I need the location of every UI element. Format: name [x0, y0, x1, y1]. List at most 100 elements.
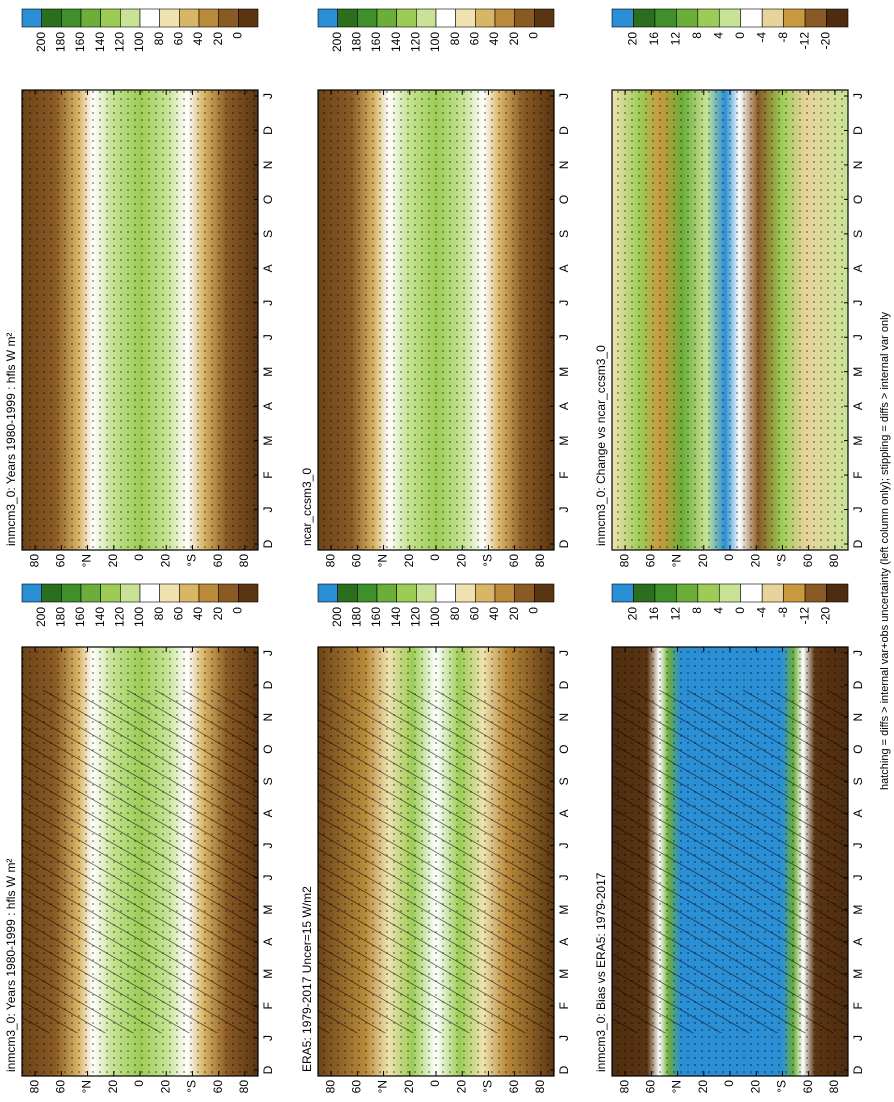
x-tick-label: O	[557, 195, 571, 204]
y-tick-label: 80	[827, 554, 841, 568]
x-tick-label: A	[261, 809, 275, 817]
x-tick-label: O	[261, 195, 275, 204]
x-tick-label: N	[851, 161, 865, 170]
y-tick-label: 60	[644, 554, 658, 568]
colorbar-label: -4	[754, 32, 768, 43]
colorbar-box	[317, 8, 338, 28]
colorbar-label: 100	[428, 607, 442, 627]
y-tick-label: °S	[185, 554, 199, 567]
colorbar-label: 140	[389, 32, 403, 52]
colorbar-box	[120, 583, 141, 603]
x-tick-label: S	[851, 777, 865, 785]
colorbar-label: 60	[172, 32, 186, 46]
x-tick-label: N	[261, 713, 275, 722]
colorbar-label: 180	[54, 32, 68, 52]
y-tick-label: 0	[428, 1080, 442, 1087]
x-tick-label: D	[557, 680, 571, 689]
colorbar-box	[654, 8, 677, 28]
colorbar-box	[783, 583, 806, 603]
x-tick-label: S	[557, 230, 571, 238]
colorbar-box	[139, 8, 160, 28]
colorbar-box	[697, 583, 720, 603]
y-tick-label: 0	[132, 1080, 146, 1087]
colorbar-label: 200	[330, 32, 344, 52]
x-tick-label: A	[851, 809, 865, 817]
y-tick-label: 80	[533, 554, 547, 568]
x-tick-label: D	[261, 680, 275, 689]
y-tick-label: 0	[722, 1080, 736, 1087]
colorbar-label: 20	[211, 607, 225, 621]
colorbar-label: 100	[428, 32, 442, 52]
colorbar-label: 12	[669, 607, 683, 621]
colorbar-label: 180	[350, 32, 364, 52]
x-tick-label: D	[557, 126, 571, 135]
colorbar-box	[633, 8, 656, 28]
colorbar-box	[337, 8, 358, 28]
y-tick-label: 60	[507, 1080, 521, 1094]
y-tick-label: 60	[644, 1080, 658, 1094]
x-tick-label: J	[851, 507, 865, 513]
y-tick-label: 0	[722, 554, 736, 561]
y-tick-label: 20	[402, 1080, 416, 1094]
x-tick-label: O	[851, 195, 865, 204]
colorbar-box	[783, 8, 806, 28]
x-tick-label: J	[557, 93, 571, 99]
y-tick-label: 20	[106, 1080, 120, 1094]
y-tick-label: 80	[323, 554, 337, 568]
colorbar-label: 100	[132, 607, 146, 627]
panel-title: inmcm3_0: Change vs ncar_ccsm3_0	[594, 345, 608, 546]
x-tick-label: J	[851, 875, 865, 881]
y-tick-label: 20	[402, 554, 416, 568]
colorbar-box	[676, 8, 699, 28]
y-tick-label: 0	[428, 554, 442, 561]
colorbar-box	[804, 8, 827, 28]
x-tick-label: F	[851, 471, 865, 478]
y-tick-label: 60	[211, 1080, 225, 1094]
x-tick-label: F	[261, 471, 275, 478]
x-tick-label: D	[851, 680, 865, 689]
x-tick-label: O	[557, 745, 571, 754]
x-tick-label: S	[261, 777, 275, 785]
x-tick-label: O	[851, 745, 865, 754]
colorbar-box	[455, 583, 476, 603]
x-tick-label: A	[851, 402, 865, 410]
x-tick-label: A	[557, 809, 571, 817]
y-tick-label: 80	[323, 1080, 337, 1094]
y-tick-label: 20	[454, 1080, 468, 1094]
colorbar-label: 16	[647, 607, 661, 621]
colorbar-box	[514, 8, 535, 28]
x-tick-label: J	[261, 1035, 275, 1041]
x-tick-label: J	[851, 650, 865, 656]
x-tick-label: A	[851, 264, 865, 272]
colorbar-box	[100, 8, 121, 28]
colorbar-label: 140	[93, 607, 107, 627]
colorbar-box	[179, 8, 200, 28]
colorbar-label: 0	[231, 607, 245, 614]
colorbar-box	[159, 8, 180, 28]
x-tick-label: O	[261, 745, 275, 754]
x-tick-label: D	[851, 1065, 865, 1074]
colorbar-label: 120	[409, 607, 423, 627]
colorbar-label: 40	[191, 32, 205, 46]
y-tick-label: 60	[54, 1080, 68, 1094]
colorbar-box	[611, 583, 634, 603]
caption: hatching = diffs > internal var+obs unce…	[879, 311, 891, 790]
y-tick-label: 60	[350, 554, 364, 568]
colorbar-box	[21, 8, 42, 28]
colorbar-label: 20	[507, 32, 521, 46]
x-tick-label: S	[557, 777, 571, 785]
colorbar-box	[357, 583, 378, 603]
colorbar-box	[357, 8, 378, 28]
y-tick-label: °S	[481, 1080, 495, 1093]
colorbar-box	[317, 583, 338, 603]
x-tick-label: M	[851, 436, 865, 446]
x-tick-label: J	[557, 650, 571, 656]
colorbar-box	[179, 583, 200, 603]
y-tick-label: 80	[237, 1080, 251, 1094]
colorbar-label: 20	[211, 32, 225, 46]
colorbar-box	[514, 583, 535, 603]
colorbar-box	[804, 583, 827, 603]
colorbar-box	[633, 583, 656, 603]
colorbar-label: 40	[487, 607, 501, 621]
colorbar-box	[337, 583, 358, 603]
